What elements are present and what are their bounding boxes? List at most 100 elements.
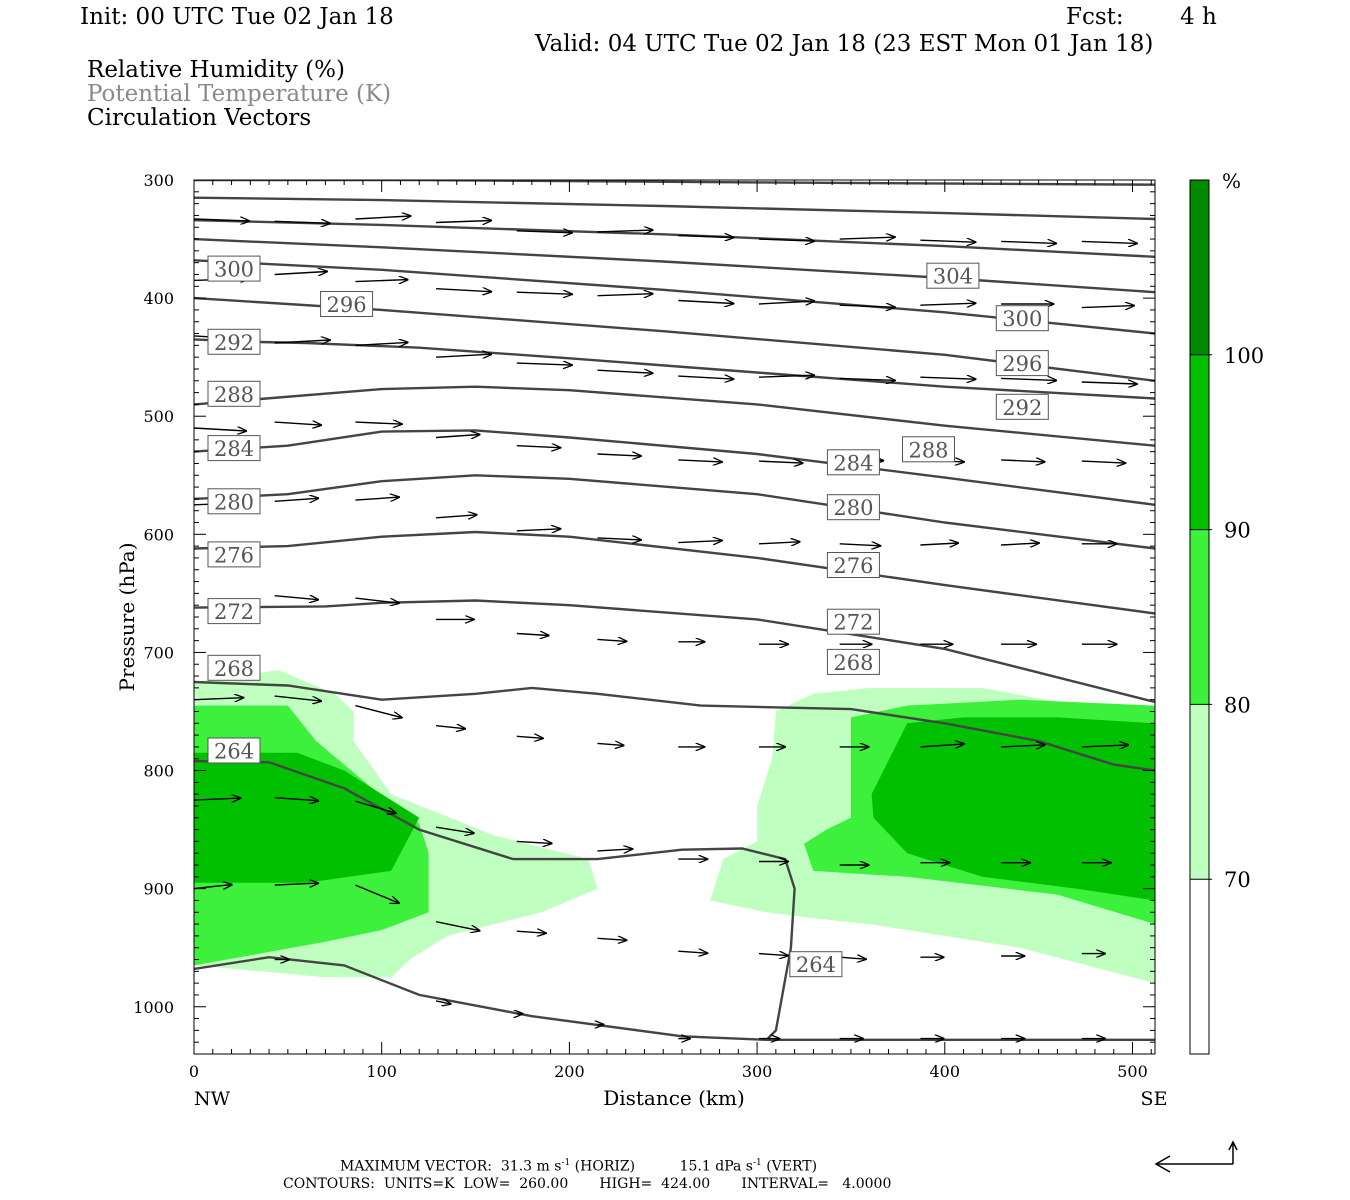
- theta-label-292: 292: [207, 328, 261, 355]
- legend-theta: Potential Temperature (K): [87, 81, 392, 107]
- circulation-vector: [1001, 378, 1056, 380]
- theta-label-box: [789, 951, 843, 978]
- theta-label-box: [207, 328, 261, 355]
- theta-label-box: [826, 608, 880, 635]
- circulation-vector: [436, 221, 491, 223]
- circulation-vector: [1081, 461, 1126, 463]
- footer-vert-exponent: -1: [752, 1158, 762, 1168]
- theta-label-268: 268: [826, 648, 880, 675]
- theta-label-text: 300: [1002, 307, 1042, 331]
- circulation-vector: [274, 695, 321, 701]
- circulation-vector: [597, 849, 633, 851]
- circulation-vector: [597, 538, 642, 540]
- theta-label-296: 296: [320, 291, 374, 317]
- footer-low-value: 260.00: [519, 1176, 569, 1192]
- theta-label-box: [826, 648, 880, 675]
- theta-label-264: 264: [789, 951, 843, 978]
- theta-label-text: 272: [214, 600, 254, 624]
- circulation-vector: [920, 303, 975, 305]
- circulation-vector: [678, 301, 733, 304]
- circulation-vector: [920, 543, 958, 545]
- footer-interval-label: INTERVAL=: [741, 1176, 830, 1192]
- footer-contours-label: CONTOURS:: [283, 1176, 375, 1192]
- x-end-label-se: SE: [1141, 1088, 1168, 1110]
- circulation-vector: [516, 446, 561, 448]
- circulation-vector: [758, 239, 814, 241]
- theta-label-box: [826, 449, 880, 476]
- y-tick-label: 300: [143, 171, 174, 190]
- theta-label-box: [902, 436, 955, 463]
- x-tick-label: 400: [930, 1062, 961, 1081]
- circulation-vector: [274, 272, 327, 275]
- theta-label-280: 280: [826, 494, 880, 521]
- colorbar-label: 80: [1224, 693, 1251, 717]
- rh-region-90-5: [871, 717, 1155, 901]
- colorbar-label: 70: [1224, 868, 1251, 892]
- theta-label-288: 288: [902, 436, 955, 463]
- circulation-vector: [436, 435, 480, 438]
- circulation-vector: [274, 883, 319, 885]
- y-tick-label: 400: [143, 289, 174, 308]
- theta-label-box: [995, 393, 1049, 420]
- rh-fill-layer: [194, 670, 1155, 984]
- footer-interval-value: 4.0000: [842, 1176, 892, 1192]
- theta-label-288: 288: [207, 380, 261, 407]
- colorbar-segment: [1190, 354, 1209, 530]
- footer-vert-value: 15.1 dPa s: [679, 1158, 753, 1175]
- theta-label-text: 284: [214, 437, 254, 461]
- circulation-vector: [1081, 382, 1137, 384]
- footer-horiz-value: 31.3 m s: [500, 1158, 562, 1175]
- theta-label-text: 296: [327, 293, 367, 317]
- circulation-vector: [1081, 241, 1137, 243]
- circulation-vector: [516, 231, 572, 233]
- x-tick-label: 500: [1117, 1062, 1148, 1081]
- footer-horiz-exponent: -1: [561, 1158, 571, 1168]
- colorbar-label: 90: [1224, 519, 1251, 543]
- theta-label-268: 268: [207, 654, 261, 681]
- circulation-vector: [355, 280, 407, 282]
- theta-contour-256: [194, 680, 1155, 772]
- circulation-vector: [274, 498, 319, 501]
- theta-label-box: [207, 654, 261, 681]
- footer-horiz-unit: (HORIZ): [574, 1158, 636, 1175]
- reference-vector-icon: [1154, 1140, 1238, 1173]
- circulation-vector: [758, 542, 800, 544]
- circulation-vector: [435, 1001, 451, 1004]
- y-tick-label: 700: [143, 643, 174, 662]
- circulation-vector: [355, 800, 396, 813]
- circulation-vector: [839, 237, 895, 239]
- x-end-label-nw: NW: [194, 1088, 231, 1110]
- theta-label-296: 296: [995, 350, 1049, 377]
- footer-low-label: LOW=: [463, 1176, 511, 1192]
- y-tick-label: 900: [143, 880, 174, 899]
- circulation-vector: [355, 422, 401, 424]
- theta-label-304: 304: [926, 262, 980, 289]
- circulation-vector: [1001, 745, 1045, 747]
- theta-label-text: 276: [833, 554, 873, 578]
- circulation-vector: [355, 216, 410, 219]
- x-tick-label: 300: [742, 1062, 773, 1081]
- circulation-vector: [435, 921, 480, 931]
- theta-contour-292: [194, 237, 1155, 294]
- colorbar-segment: [1190, 879, 1209, 1054]
- y-tick-label: 600: [143, 525, 174, 544]
- colorbar-label: 100: [1224, 344, 1264, 368]
- circulation-vector: [920, 240, 975, 242]
- footer-high-label: HIGH=: [599, 1176, 653, 1192]
- circulation-vector: [516, 363, 572, 365]
- theta-label-300: 300: [995, 305, 1049, 332]
- theta-label-text: 268: [833, 651, 873, 675]
- x-tick-label: 100: [366, 1062, 397, 1081]
- theta-label-text: 292: [214, 331, 254, 355]
- theta-label-272: 272: [826, 608, 880, 635]
- circulation-vector: [758, 375, 814, 377]
- theta-label-264: 264: [207, 737, 261, 764]
- theta-label-text: 264: [214, 740, 254, 764]
- theta-label-292: 292: [995, 393, 1049, 420]
- colorbar-frame: [1189, 179, 1210, 1055]
- footer-vert-unit: (VERT): [766, 1158, 818, 1175]
- circulation-vector: [516, 529, 561, 531]
- theta-label-box: [207, 598, 261, 625]
- theta-label-284: 284: [207, 435, 261, 462]
